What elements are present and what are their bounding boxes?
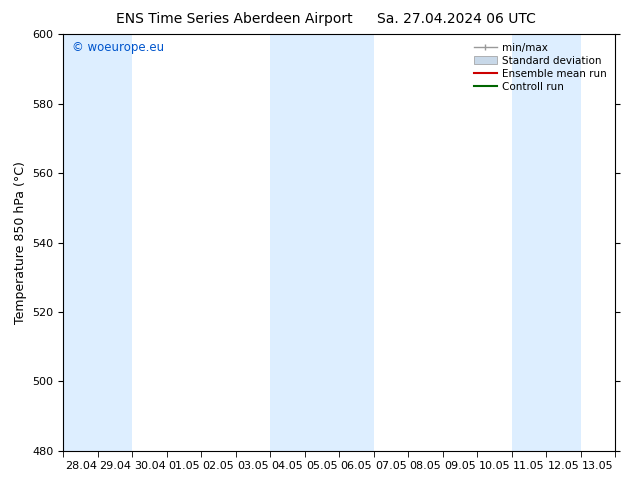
Bar [63,34,133,451]
Legend: min/max, Standard deviation, Ensemble mean run, Controll run: min/max, Standard deviation, Ensemble me… [470,40,610,95]
Text: Sa. 27.04.2024 06 UTC: Sa. 27.04.2024 06 UTC [377,12,536,26]
Bar [512,34,581,451]
Bar [270,34,373,451]
Y-axis label: Temperature 850 hPa (°C): Temperature 850 hPa (°C) [14,161,27,324]
Text: © woeurope.eu: © woeurope.eu [72,41,164,53]
Text: ENS Time Series Aberdeen Airport: ENS Time Series Aberdeen Airport [116,12,353,26]
